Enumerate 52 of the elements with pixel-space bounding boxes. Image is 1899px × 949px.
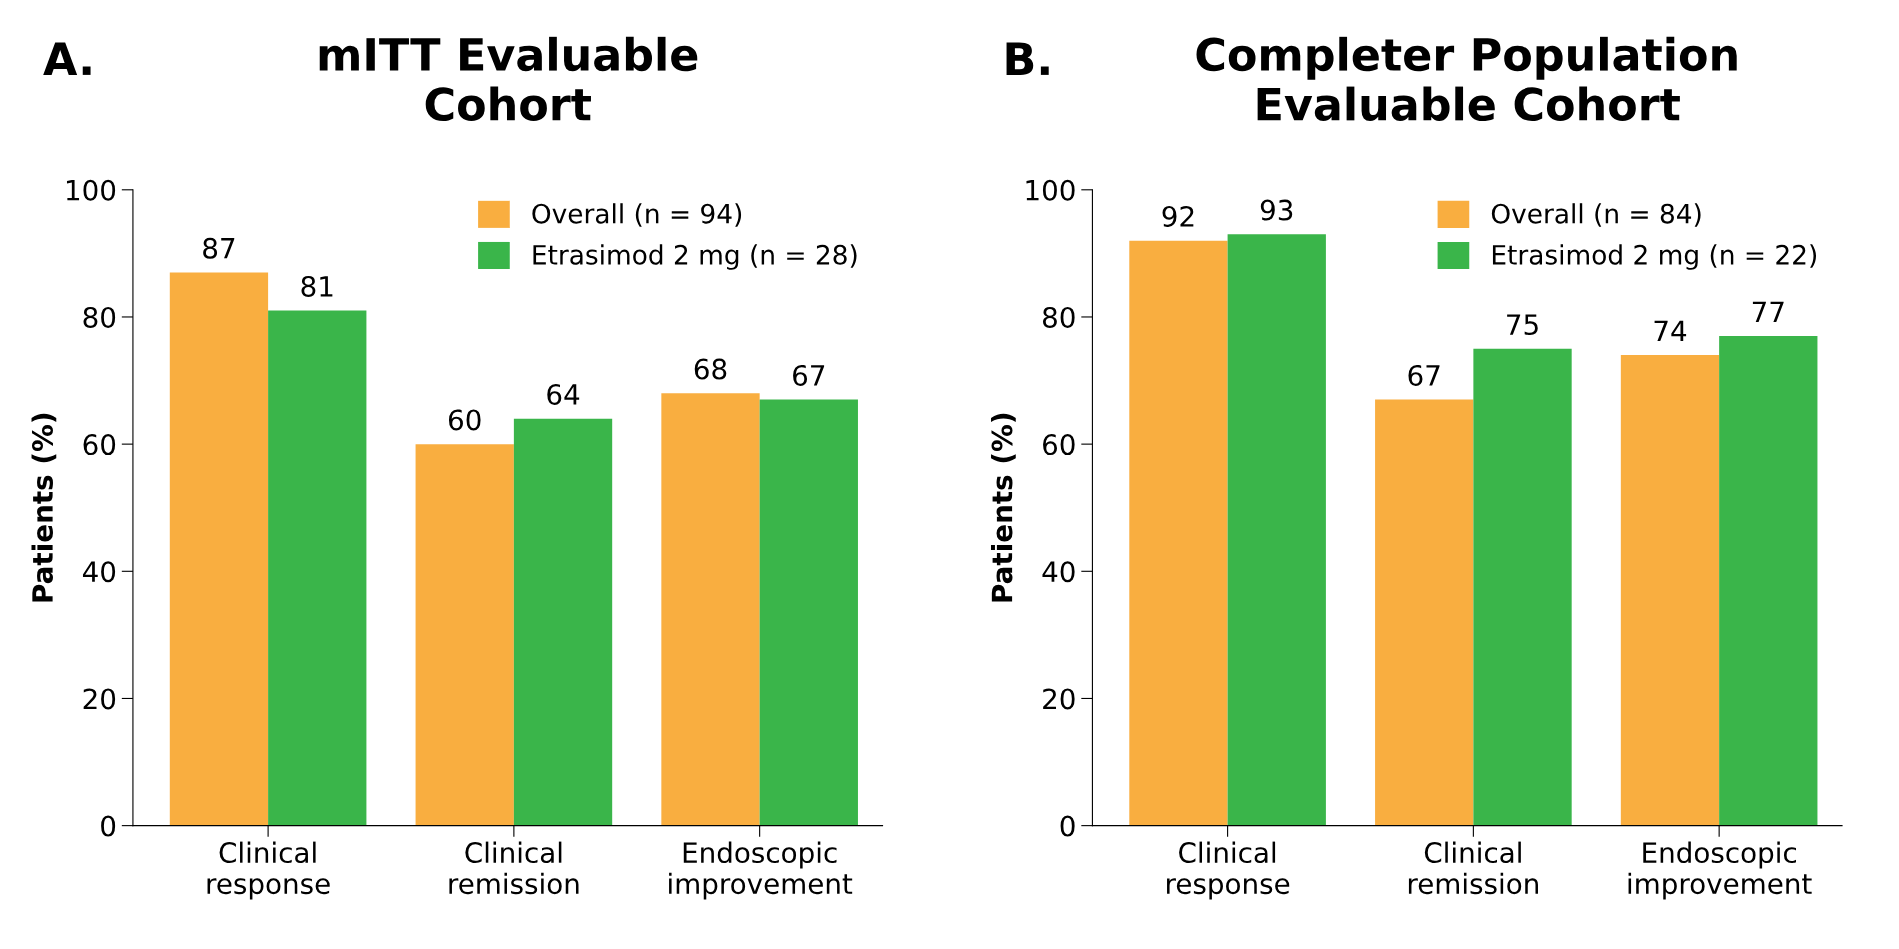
data-label: 64	[547, 383, 580, 405]
y-tick-label: 20	[83, 688, 116, 710]
x-tick-label: Endoscopic improvement	[1628, 841, 1812, 900]
y-tick-label: 40	[1042, 561, 1075, 583]
bar	[513, 418, 613, 826]
data-label: 60	[448, 409, 481, 431]
y-tick-label: 20	[1043, 688, 1075, 710]
bar	[1375, 399, 1474, 826]
text: B.	[1006, 42, 1049, 75]
data-label: 74	[1654, 320, 1687, 342]
y-tick-label: 80	[1042, 306, 1075, 328]
chart-title: Completer Population Evaluable Cohort	[1196, 36, 1737, 121]
legend-label: Overall (n = 84)	[1491, 203, 1701, 227]
data-label: 75	[1507, 314, 1538, 336]
legend-label: Overall (n = 94)	[532, 203, 742, 227]
bar	[1719, 336, 1818, 826]
bar	[415, 444, 514, 826]
bar	[1620, 355, 1720, 826]
data-label: 87	[203, 237, 235, 259]
x-tick-label: Clinical remission	[449, 841, 579, 895]
y-axis-title: Patients (%)	[31, 413, 57, 602]
y-tick-label: 0	[101, 815, 116, 837]
y-tick-label: 60	[83, 434, 116, 456]
data-label: 68	[694, 358, 727, 380]
legend-label: Etrasimod 2 mg (n = 28)	[533, 244, 857, 270]
bar	[268, 310, 367, 826]
y-axis-title: Patients (%)	[990, 413, 1016, 602]
y-tick-label: 0	[1060, 815, 1075, 837]
y-tick-label: 40	[82, 561, 116, 583]
chart-title: mITT Evaluable Cohort	[319, 36, 698, 121]
y-tick-label: 100	[1026, 179, 1075, 201]
text: A.	[43, 42, 91, 75]
bar	[1227, 234, 1326, 826]
y-tick-label: 100	[66, 179, 116, 201]
x-tick-label: Endoscopic improvement	[669, 841, 853, 900]
data-label: 93	[1260, 199, 1293, 221]
data-label: 67	[1408, 364, 1440, 386]
y-tick-label: 80	[83, 306, 116, 328]
data-label: 67	[793, 364, 825, 386]
data-label: 92	[1162, 205, 1194, 227]
x-tick-label: Clinical remission	[1408, 841, 1538, 895]
legend-label: Etrasimod 2 mg (n = 22)	[1492, 244, 1817, 270]
bar	[169, 272, 269, 826]
x-tick-label: Clinical response	[207, 841, 330, 900]
bar	[759, 399, 858, 826]
bar	[1129, 240, 1228, 826]
data-label: 81	[301, 275, 333, 297]
y-tick-label: 60	[1043, 434, 1075, 456]
x-tick-label: Clinical response	[1167, 841, 1290, 900]
data-label: 77	[1752, 301, 1784, 322]
bar	[661, 393, 760, 826]
bar	[1473, 348, 1572, 826]
